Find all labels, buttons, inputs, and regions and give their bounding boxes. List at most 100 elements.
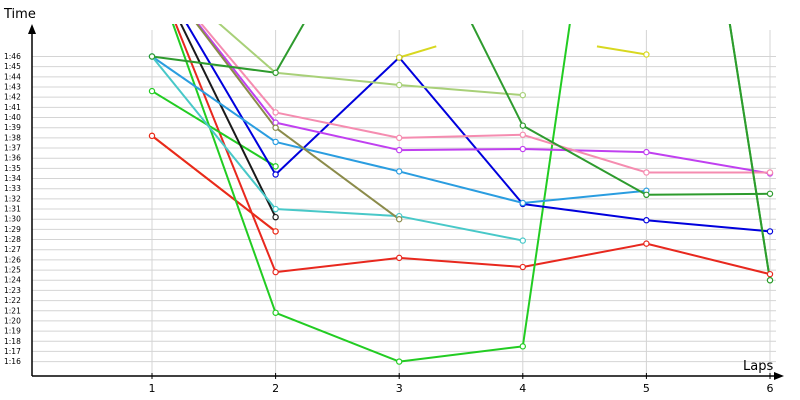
series-line bbox=[174, 24, 771, 276]
data-point bbox=[272, 124, 279, 131]
y-tick-label: 1:16 bbox=[4, 357, 21, 366]
y-tick-label: 1:34 bbox=[4, 174, 21, 183]
data-point bbox=[766, 270, 774, 278]
data-point bbox=[148, 87, 156, 95]
data-point bbox=[643, 148, 650, 156]
series-line bbox=[200, 24, 770, 174]
y-tick-label: 1:37 bbox=[4, 144, 21, 153]
y-tick-label: 1:41 bbox=[4, 103, 21, 112]
y-tick-label: 1:31 bbox=[4, 205, 21, 214]
data-point bbox=[519, 131, 527, 139]
data-point bbox=[272, 228, 279, 235]
series-line bbox=[171, 24, 571, 363]
data-point bbox=[519, 237, 527, 244]
data-point bbox=[643, 217, 650, 224]
data-point bbox=[272, 163, 279, 170]
y-tick-label: 1:20 bbox=[4, 316, 21, 325]
data-point bbox=[519, 91, 527, 99]
series-line bbox=[398, 45, 437, 59]
data-point bbox=[766, 190, 774, 197]
data-point bbox=[766, 277, 774, 284]
x-tick-label: 3 bbox=[396, 382, 403, 395]
y-tick-label: 1:44 bbox=[4, 72, 21, 81]
series-lines bbox=[151, 24, 771, 363]
data-point bbox=[643, 51, 650, 58]
data-point bbox=[396, 134, 403, 142]
data-point bbox=[519, 343, 527, 350]
data-point bbox=[643, 240, 650, 247]
y-tick-label: 1:19 bbox=[4, 327, 21, 336]
series-line bbox=[596, 45, 647, 56]
data-point bbox=[519, 263, 527, 271]
y-tick-label: 1:18 bbox=[4, 337, 21, 346]
x-tick-label: 5 bbox=[643, 382, 650, 395]
data-point bbox=[396, 54, 403, 61]
tick-labels: 1:161:171:181:19 1:201:211:221:231:241:25… bbox=[4, 52, 774, 395]
series-line bbox=[218, 24, 523, 97]
series-line bbox=[151, 55, 523, 242]
series-line bbox=[470, 24, 771, 196]
data-point bbox=[272, 69, 279, 76]
data-point bbox=[272, 309, 279, 316]
y-tick-label: 1:17 bbox=[4, 347, 21, 356]
data-point bbox=[766, 228, 774, 235]
data-point bbox=[272, 119, 279, 126]
y-tick-label: 1:26 bbox=[4, 255, 21, 264]
axes: Time Laps bbox=[3, 7, 784, 380]
data-point bbox=[396, 254, 403, 262]
data-point bbox=[148, 53, 156, 60]
y-tick-label: 1:24 bbox=[4, 276, 21, 285]
y-tick-label: 1:22 bbox=[4, 296, 21, 305]
y-axis-title: Time bbox=[3, 7, 36, 22]
series-line bbox=[728, 24, 771, 281]
y-tick-label: 1:33 bbox=[4, 184, 21, 193]
data-point bbox=[643, 191, 650, 199]
y-tick-label: 1:43 bbox=[4, 83, 21, 92]
y-tick-label: 1:40 bbox=[4, 113, 21, 122]
series-line bbox=[151, 135, 277, 233]
data-point bbox=[766, 169, 774, 176]
series-line bbox=[151, 90, 277, 168]
y-tick-label: 1:27 bbox=[4, 245, 21, 254]
data-point bbox=[148, 132, 156, 140]
y-tick-label: 1:42 bbox=[4, 93, 21, 102]
y-tick-label: 1:25 bbox=[4, 266, 21, 275]
data-point bbox=[519, 199, 527, 207]
data-point bbox=[272, 109, 279, 116]
x-axis-arrow bbox=[774, 372, 784, 380]
y-tick-label: 1:21 bbox=[4, 306, 21, 315]
x-tick-label: 6 bbox=[767, 382, 774, 395]
point-markers bbox=[148, 51, 774, 365]
y-tick-label: 1:32 bbox=[4, 194, 21, 203]
data-point bbox=[396, 146, 403, 154]
y-tick-label: 1:38 bbox=[4, 133, 21, 142]
x-tick-label: 2 bbox=[272, 382, 279, 395]
y-tick-label: 1:29 bbox=[4, 225, 21, 234]
y-tick-label: 1:46 bbox=[4, 52, 21, 61]
data-point bbox=[519, 122, 527, 129]
data-point bbox=[519, 145, 527, 153]
series-line bbox=[185, 24, 771, 233]
x-tick-label: 4 bbox=[519, 382, 526, 395]
y-tick-label: 1:45 bbox=[4, 62, 21, 71]
gridlines bbox=[32, 30, 776, 376]
y-tick-label: 1:39 bbox=[4, 123, 21, 132]
x-tick-label: 1 bbox=[149, 382, 156, 395]
data-point bbox=[272, 171, 279, 178]
y-tick-label: 1:35 bbox=[4, 164, 21, 173]
data-point bbox=[396, 168, 403, 175]
data-point bbox=[272, 138, 279, 146]
data-point bbox=[396, 358, 403, 365]
series-line bbox=[179, 24, 277, 218]
data-point bbox=[272, 213, 279, 221]
data-point bbox=[396, 216, 403, 223]
y-tick-label: 1:28 bbox=[4, 235, 21, 244]
series-line bbox=[197, 24, 771, 175]
data-point bbox=[396, 81, 403, 89]
y-tick-label: 1:23 bbox=[4, 286, 21, 295]
data-point bbox=[272, 268, 279, 276]
data-point bbox=[643, 169, 650, 176]
x-axis-title: Laps bbox=[743, 359, 773, 374]
data-point bbox=[272, 205, 279, 213]
